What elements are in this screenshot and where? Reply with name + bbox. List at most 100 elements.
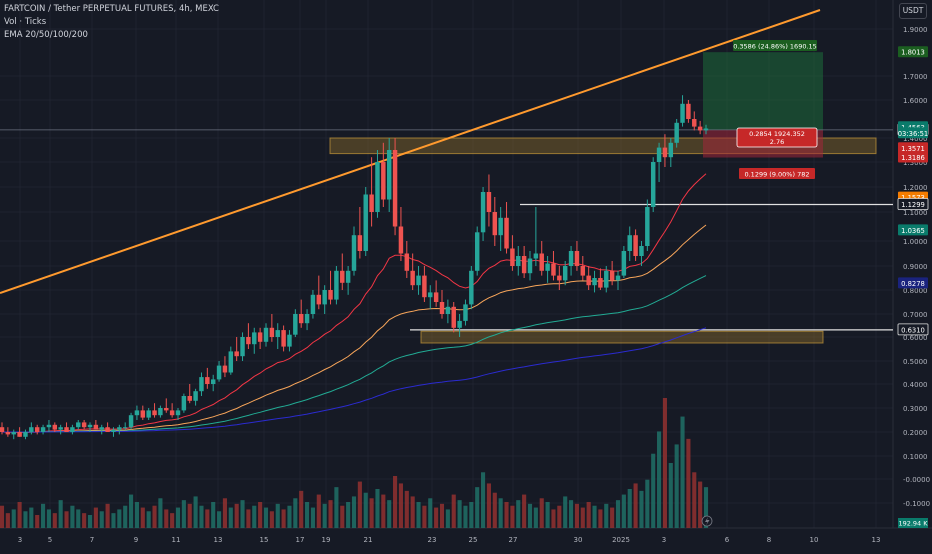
volume-bar xyxy=(627,489,632,528)
price-tick-label: 1.7000 xyxy=(903,73,928,81)
time-tick-label: 2025 xyxy=(612,536,630,544)
time-tick-label: 19 xyxy=(322,536,331,544)
candle-body xyxy=(99,427,104,430)
volume-bar xyxy=(445,509,450,528)
candle-body xyxy=(404,253,410,271)
candle-body xyxy=(64,427,69,432)
candle-body xyxy=(52,424,58,430)
position-stop-label: 0.1299 (9.00%) 782 xyxy=(744,171,809,179)
price-tick-label: 0.2000 xyxy=(903,429,928,437)
volume-bar xyxy=(305,502,310,528)
lightning-icon-glyph xyxy=(705,517,710,526)
volume-bar xyxy=(592,505,597,528)
candle-body xyxy=(662,147,668,158)
candle-body xyxy=(0,427,5,432)
candle-body xyxy=(275,330,280,337)
price-tick-label: 1.3000 xyxy=(903,159,928,167)
time-tick-label: 9 xyxy=(134,536,138,544)
candle-body xyxy=(187,396,192,401)
volume-bar xyxy=(668,463,673,528)
price-axis-label-bg xyxy=(898,142,928,154)
candle-body xyxy=(105,427,110,432)
candle-body xyxy=(410,270,415,286)
volume-bar xyxy=(604,503,609,528)
volume-bar xyxy=(211,502,216,528)
candle-body xyxy=(287,334,292,347)
price-tick-label: -0.0000 xyxy=(903,476,930,484)
candle-body xyxy=(210,379,216,384)
candle-body xyxy=(269,327,275,337)
volume-bar xyxy=(170,513,175,528)
candle-body xyxy=(257,332,263,342)
volume-bar xyxy=(152,505,157,528)
volume-bar xyxy=(41,503,46,528)
volume-bar xyxy=(375,489,380,528)
candle-body xyxy=(527,258,533,274)
volume-bar xyxy=(52,513,57,528)
volume-bar xyxy=(193,496,198,528)
candle-body xyxy=(574,251,580,266)
price-tick-label: 1.9000 xyxy=(903,26,928,34)
price-tick-label: 1.0000 xyxy=(903,238,928,246)
volume-bar xyxy=(439,503,445,528)
volume-bar xyxy=(316,494,321,528)
candle-body xyxy=(334,270,339,300)
candle-body xyxy=(152,410,157,416)
volume-indicator-label[interactable]: Vol · Ticks xyxy=(4,17,47,27)
price-axis-label-bg xyxy=(898,277,928,289)
candle-body xyxy=(205,377,210,384)
ema-indicator-label[interactable]: EMA 20/50/100/200 xyxy=(4,30,88,40)
volume-bar xyxy=(703,487,709,528)
volume-bar xyxy=(580,507,585,528)
volume-bar xyxy=(469,502,474,528)
volume-bar xyxy=(64,511,69,528)
candle-body xyxy=(598,278,603,288)
price-tick-label: -0.1000 xyxy=(903,500,930,508)
candle-body xyxy=(76,422,81,428)
candle-body xyxy=(586,275,591,286)
volume-bar xyxy=(633,483,638,528)
time-tick-label: 17 xyxy=(296,536,305,544)
volume-bar xyxy=(639,490,644,528)
candle-body xyxy=(23,432,28,437)
volume-bar xyxy=(222,498,227,528)
volume-bar xyxy=(275,503,280,528)
candle-body xyxy=(357,235,363,251)
volume-bar xyxy=(310,507,315,528)
price-tick-label: 1.6000 xyxy=(903,97,928,105)
volume-bar xyxy=(228,507,233,528)
price-axis-label-bg xyxy=(898,151,928,163)
candle-body xyxy=(40,427,46,432)
volume-bar xyxy=(492,492,497,528)
time-tick-label: 6 xyxy=(725,536,730,544)
candle-body xyxy=(615,275,621,281)
candle-body xyxy=(428,292,433,298)
candle-body xyxy=(445,306,451,314)
currency-button[interactable]: USDT xyxy=(899,3,927,19)
position-entry-box xyxy=(736,127,818,148)
candle-body xyxy=(93,424,99,430)
volume-bar xyxy=(99,511,104,528)
volume-bar xyxy=(175,507,181,528)
candle-body xyxy=(398,226,404,254)
price-axis-label: 1.1299 xyxy=(901,201,925,209)
volume-bar xyxy=(82,513,87,528)
candle-body xyxy=(533,253,539,259)
volume-bar xyxy=(569,500,574,528)
volume-bar xyxy=(381,494,386,528)
volume-bar xyxy=(563,496,568,528)
volume-bar xyxy=(598,509,603,528)
volume-bar xyxy=(539,498,544,528)
candle-body xyxy=(416,275,421,286)
volume-bar xyxy=(164,509,169,528)
volume-bar xyxy=(680,416,685,528)
candle-body xyxy=(680,103,685,123)
volume-bar xyxy=(586,502,591,528)
volume-bar xyxy=(645,479,650,528)
candle-body xyxy=(451,306,456,328)
time-tick-label: 25 xyxy=(469,536,478,544)
candle-body xyxy=(263,327,269,342)
volume-bar xyxy=(117,509,122,528)
